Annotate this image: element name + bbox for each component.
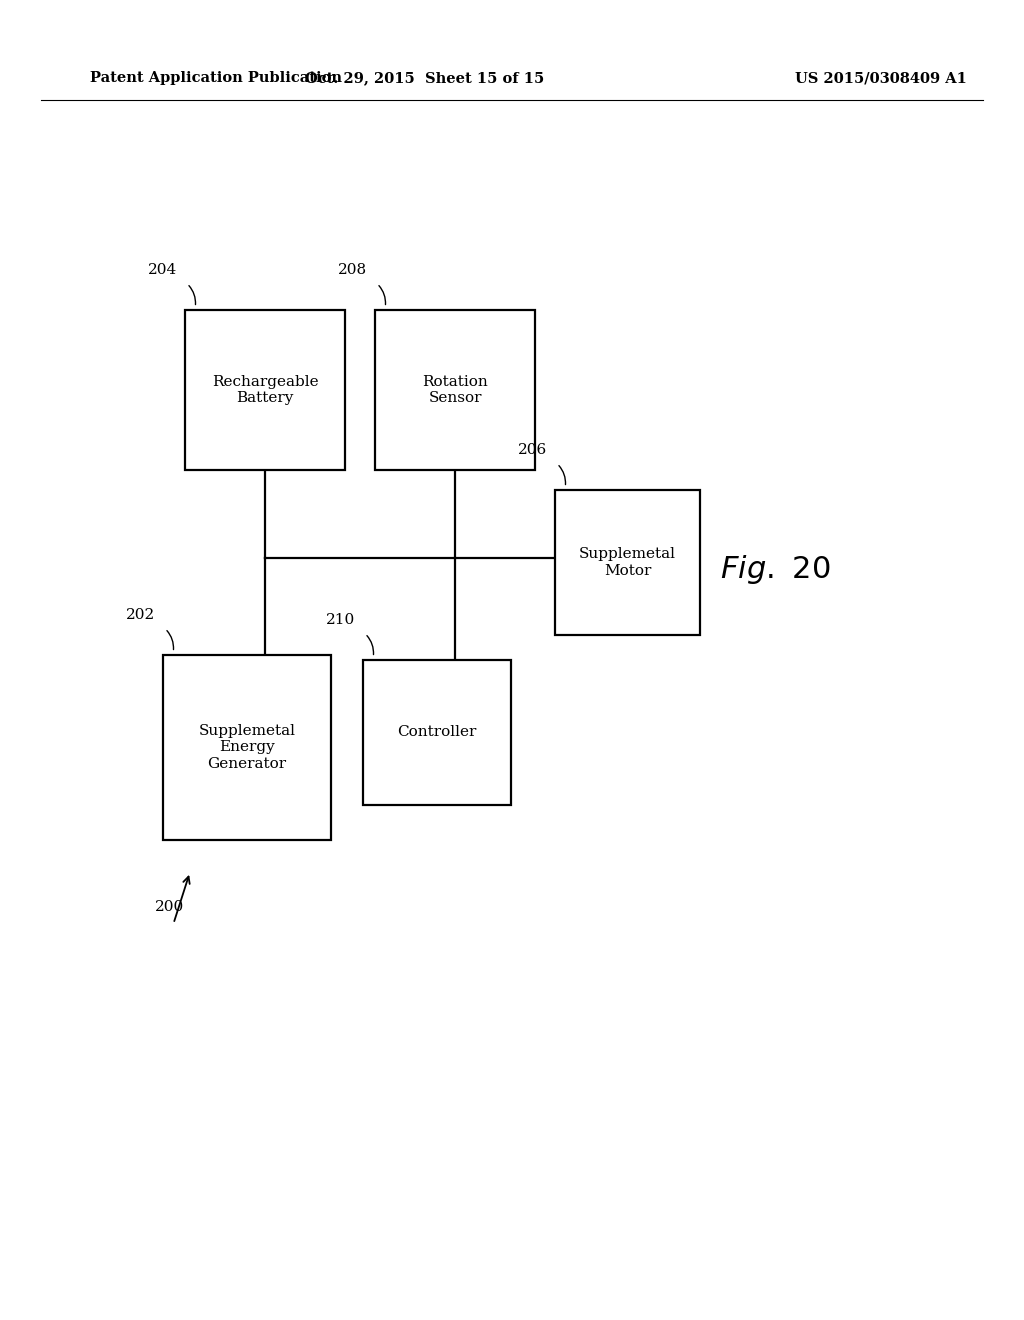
Bar	[555, 490, 700, 635]
Text: 204: 204	[147, 263, 177, 277]
Text: $\it{Fig.}$ $\it{20}$: $\it{Fig.}$ $\it{20}$	[720, 553, 830, 586]
Bar	[185, 310, 345, 470]
Text: Patent Application Publication: Patent Application Publication	[90, 71, 342, 84]
Text: 202: 202	[126, 609, 155, 622]
Text: Rotation
Sensor: Rotation Sensor	[422, 375, 487, 405]
Text: Rechargeable
Battery: Rechargeable Battery	[212, 375, 318, 405]
Text: 206: 206	[517, 444, 547, 457]
Text: Oct. 29, 2015  Sheet 15 of 15: Oct. 29, 2015 Sheet 15 of 15	[305, 71, 545, 84]
Text: US 2015/0308409 A1: US 2015/0308409 A1	[795, 71, 967, 84]
Text: 210: 210	[326, 612, 354, 627]
Text: 200: 200	[155, 900, 184, 913]
Bar	[375, 310, 535, 470]
Text: 208: 208	[338, 263, 367, 277]
Bar	[362, 660, 511, 805]
Text: Supplemetal
Motor: Supplemetal Motor	[579, 548, 676, 578]
Text: Controller: Controller	[397, 726, 477, 739]
Text: Supplemetal
Energy
Generator: Supplemetal Energy Generator	[199, 725, 296, 771]
Bar	[163, 655, 331, 840]
